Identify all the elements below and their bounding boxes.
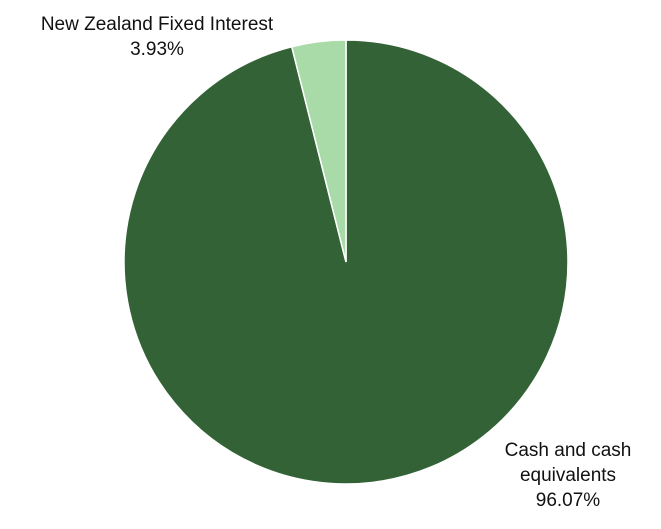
data-label-cash-and-cash-equivalents: Cash and cash equivalents 96.07% <box>505 440 632 511</box>
data-label-name-line: equivalents <box>520 465 616 486</box>
pie-labels: Cash and cash equivalents 96.07% New Zealan… <box>41 14 632 511</box>
data-label-value: 3.93% <box>130 39 184 60</box>
pie-slices <box>123 39 569 485</box>
pie-slice-new-zealand-fixed-interest <box>290 39 347 263</box>
data-label-name-line: New Zealand Fixed Interest <box>41 14 274 35</box>
data-label-new-zealand-fixed-interest: New Zealand Fixed Interest 3.93% <box>41 14 274 60</box>
data-label-name-line: Cash and cash <box>505 440 632 461</box>
data-label-value: 96.07% <box>536 490 601 511</box>
